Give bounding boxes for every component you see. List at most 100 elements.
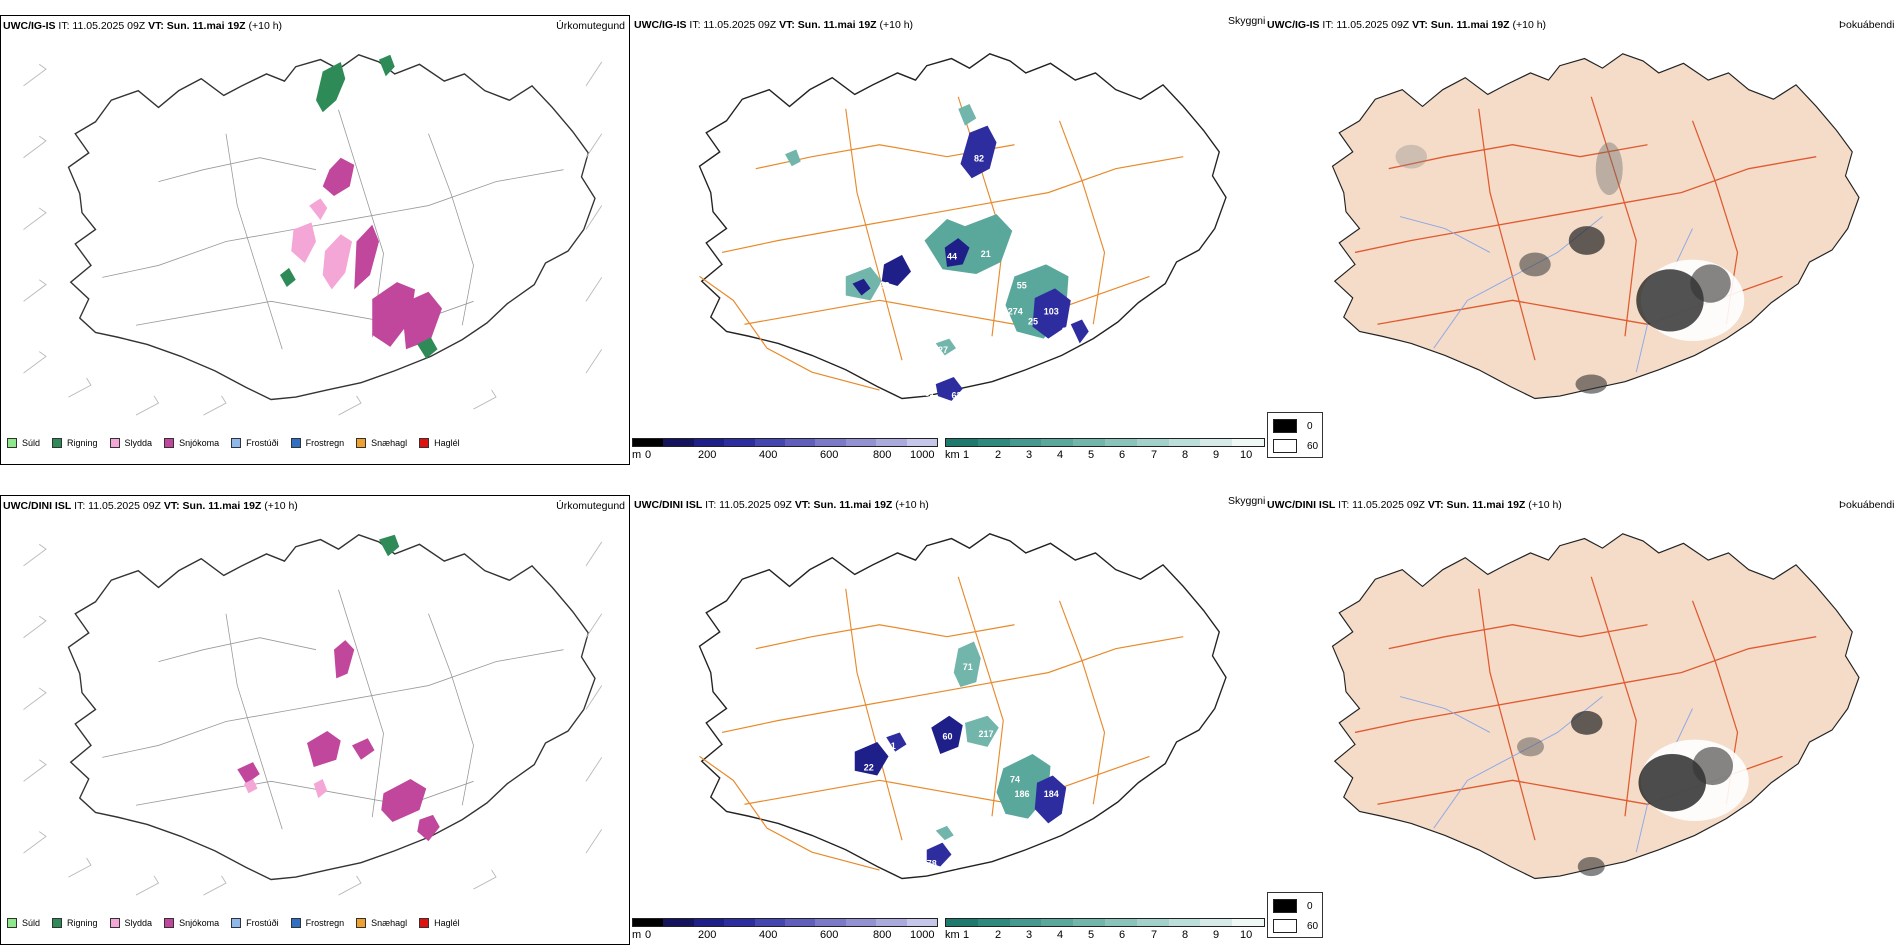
vis-value: 44	[947, 251, 958, 261]
wind-barbs	[23, 61, 603, 416]
cbar-unit: km	[945, 449, 960, 461]
legend-item: Frostregn	[290, 438, 344, 448]
field-name: Úrkomutegund	[556, 500, 625, 512]
cbar-tick: 10	[1240, 929, 1253, 941]
vis-value: 27	[938, 345, 948, 355]
vis-value: 63	[952, 390, 962, 400]
cbar-tick: 200	[698, 929, 717, 941]
vis-value: 184	[1044, 789, 1060, 799]
colorbar-km	[945, 438, 1265, 447]
cbar-step	[1073, 439, 1105, 446]
legend-swatch	[164, 918, 175, 928]
cbar-step	[785, 919, 816, 926]
cbar-step	[724, 919, 755, 926]
road-network	[102, 589, 564, 830]
colorbar-m	[632, 438, 938, 447]
fog-swatch	[1273, 419, 1297, 433]
vis-value: 21	[981, 249, 991, 259]
cbar-tick: 10	[1240, 449, 1253, 461]
cbar-tick: 800	[873, 449, 892, 461]
visibility-values: 60 22 11 217 74 186 184 71 78 84	[864, 662, 1060, 871]
cbar-tick: 5	[1088, 929, 1095, 941]
iceland-visibility-map: 44 82 33 11 10 21 55 274 25 103 85 27 61…	[698, 53, 1227, 401]
legend-item: Snjókoma	[164, 438, 219, 448]
legend-item: Súld	[7, 438, 40, 448]
cbar-step	[754, 439, 786, 446]
visibility-map[interactable]: 60 22 11 217 74 186 184 71 78 84	[632, 517, 1262, 912]
cbar-tick: 200	[698, 449, 717, 461]
fog-map[interactable]	[1265, 517, 1895, 912]
fog-legend-top: 0 60	[1267, 412, 1323, 458]
panel-title: UWC/DINI ISL IT: 11.05.2025 09Z VT: Sun.…	[634, 499, 929, 511]
visibility-colorbar-m: m 0 200 400 600 800 1000	[632, 438, 938, 466]
visibility-colorbar-km: km 1 2 3 4 5 6 7 8 9 10	[945, 918, 1265, 946]
vis-value: 217	[979, 729, 994, 739]
vis-value: 33	[880, 280, 890, 290]
cbar-tick: 5	[1088, 449, 1095, 461]
cbar-tick: 6	[1119, 929, 1126, 941]
panel-title: UWC/IG-IS IT: 11.05.2025 09Z VT: Sun. 11…	[3, 20, 283, 32]
cbar-tick: 0	[645, 929, 652, 941]
precip-map[interactable]	[1, 518, 631, 913]
visibility-panel-top: UWC/IG-IS IT: 11.05.2025 09Z VT: Sun. 11…	[632, 15, 1265, 465]
cbar-tick: 1000	[910, 449, 935, 461]
legend-swatch	[52, 438, 63, 448]
cbar-step	[1104, 919, 1137, 926]
iceland-precip-map	[23, 54, 603, 416]
fog-fields	[1517, 710, 1749, 877]
cbar-step	[724, 439, 755, 446]
precip-map[interactable]	[1, 38, 631, 433]
cbar-tick: 0	[645, 449, 652, 461]
legend-item: Frostúði	[231, 918, 279, 928]
cbar-step	[946, 439, 978, 446]
cbar-step	[815, 439, 846, 446]
legend-item: Rigning	[52, 438, 98, 448]
vis-value: 103	[1044, 306, 1059, 316]
cbar-step	[663, 439, 694, 446]
visibility-fields	[785, 104, 1089, 401]
precip-fields	[280, 54, 442, 359]
colorbar-m	[632, 918, 938, 927]
fog-legend-row: 60	[1273, 919, 1318, 933]
legend-swatch	[231, 918, 242, 928]
legend-swatch	[290, 438, 301, 448]
cbar-tick: 4	[1057, 929, 1064, 941]
precip-fields	[237, 534, 440, 842]
field-name: Þokuábendi	[1839, 19, 1895, 31]
cbar-tick: 9	[1213, 449, 1220, 461]
legend-item: Rigning	[52, 918, 98, 928]
legend-item: Slydda	[109, 438, 152, 448]
cbar-step	[1136, 919, 1169, 926]
cbar-tick: 800	[873, 929, 892, 941]
vis-value: 74	[1010, 774, 1021, 784]
fog-swatch	[1273, 919, 1297, 933]
precip-panel-bottom: UWC/DINI ISL IT: 11.05.2025 09Z VT: Sun.…	[0, 495, 630, 945]
legend-swatch	[7, 438, 17, 448]
cbar-tick: 600	[820, 449, 839, 461]
fog-map[interactable]	[1265, 37, 1895, 432]
cbar-step	[633, 919, 664, 926]
legend-swatch	[419, 918, 430, 928]
legend-item: Snæhagl	[356, 918, 407, 928]
legend-item: Snjókoma	[164, 918, 219, 928]
road-network	[102, 109, 564, 350]
vis-value: 11	[886, 741, 896, 751]
road-network	[699, 576, 1184, 871]
fog-panel-bottom: UWC/DINI ISL IT: 11.05.2025 09Z VT: Sun.…	[1265, 495, 1895, 945]
cbar-tick: 8	[1182, 449, 1189, 461]
cbar-tick: 7	[1151, 449, 1158, 461]
cbar-step	[1136, 439, 1169, 446]
vis-value: 61	[925, 388, 935, 398]
vis-value: 55	[1017, 280, 1027, 290]
iceland-fog-map	[1331, 533, 1860, 880]
cbar-step	[693, 439, 725, 446]
cbar-step	[1232, 439, 1264, 446]
legend-swatch	[164, 438, 175, 448]
vis-value: 71	[963, 662, 973, 672]
legend-item: Frostúði	[231, 438, 279, 448]
vis-value: 22	[864, 763, 874, 773]
vis-value: 186	[1015, 789, 1030, 799]
cbar-tick: 6	[1119, 449, 1126, 461]
visibility-map[interactable]: 44 82 33 11 10 21 55 274 25 103 85 27 61…	[632, 37, 1262, 432]
cbar-tick: 7	[1151, 929, 1158, 941]
